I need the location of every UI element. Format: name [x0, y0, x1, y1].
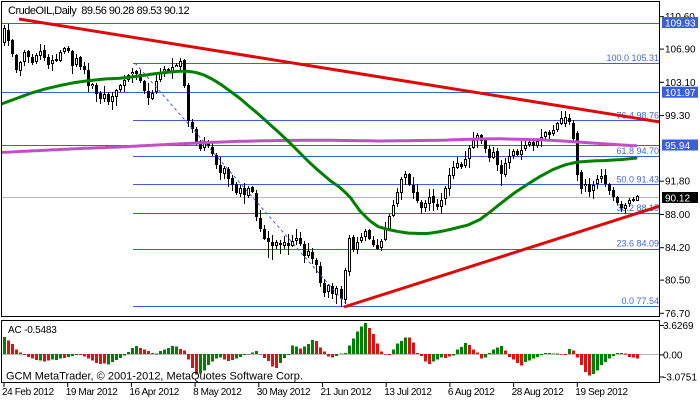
- svg-text:CrudeOIL,Daily 89.56 90.28 89: CrudeOIL,Daily 89.56 90.28 89.53 90.12: [8, 5, 189, 17]
- svg-text:106.90: 106.90: [665, 45, 696, 56]
- svg-text:109.93: 109.93: [665, 18, 696, 29]
- svg-text:100.0 105.31: 100.0 105.31: [606, 53, 659, 63]
- svg-text:21 Jun 2012: 21 Jun 2012: [321, 387, 372, 398]
- svg-text:84.20: 84.20: [665, 243, 690, 254]
- svg-text:90.12: 90.12: [665, 193, 690, 204]
- svg-text:99.30: 99.30: [665, 111, 690, 122]
- svg-text:23.6 84.09: 23.6 84.09: [616, 239, 659, 249]
- svg-text:28 Aug 2012: 28 Aug 2012: [512, 387, 565, 398]
- svg-text:88.00: 88.00: [665, 210, 690, 221]
- svg-text:80.50: 80.50: [665, 276, 690, 287]
- svg-text:AC -0.5483: AC -0.5483: [8, 325, 57, 336]
- svg-text:76.70: 76.70: [665, 309, 690, 320]
- svg-text:16 Apr 2012: 16 Apr 2012: [129, 387, 179, 398]
- svg-text:6 Aug 2012: 6 Aug 2012: [448, 387, 495, 398]
- svg-text:GCM MetaTrader, © 2001-2012, M: GCM MetaTrader, © 2001-2012, MetaQuotes …: [6, 371, 303, 383]
- svg-text:91.80: 91.80: [665, 177, 690, 188]
- svg-text:13 Jul 2012: 13 Jul 2012: [384, 387, 432, 398]
- svg-text:19 Sep 2012: 19 Sep 2012: [575, 387, 628, 398]
- svg-text:24 Feb 2012: 24 Feb 2012: [2, 387, 55, 398]
- svg-text:95.94: 95.94: [665, 141, 690, 152]
- svg-text:3.6269: 3.6269: [663, 321, 694, 332]
- svg-text:0.0 77.54: 0.0 77.54: [621, 296, 659, 306]
- svg-text:76.4 98.76: 76.4 98.76: [616, 110, 659, 120]
- svg-text:8 May 2012: 8 May 2012: [193, 387, 242, 398]
- svg-text:50.0 91.43: 50.0 91.43: [616, 174, 659, 184]
- svg-text:101.97: 101.97: [665, 88, 696, 99]
- svg-text:30 May 2012: 30 May 2012: [257, 387, 311, 398]
- svg-text:38.2 88.15: 38.2 88.15: [616, 203, 659, 213]
- svg-text:61.8 94.70: 61.8 94.70: [616, 146, 659, 156]
- svg-text:-3.0751: -3.0751: [663, 373, 697, 384]
- svg-text:0.00: 0.00: [663, 350, 683, 361]
- svg-text:19 Mar 2012: 19 Mar 2012: [66, 387, 119, 398]
- svg-text:103.10: 103.10: [665, 78, 696, 89]
